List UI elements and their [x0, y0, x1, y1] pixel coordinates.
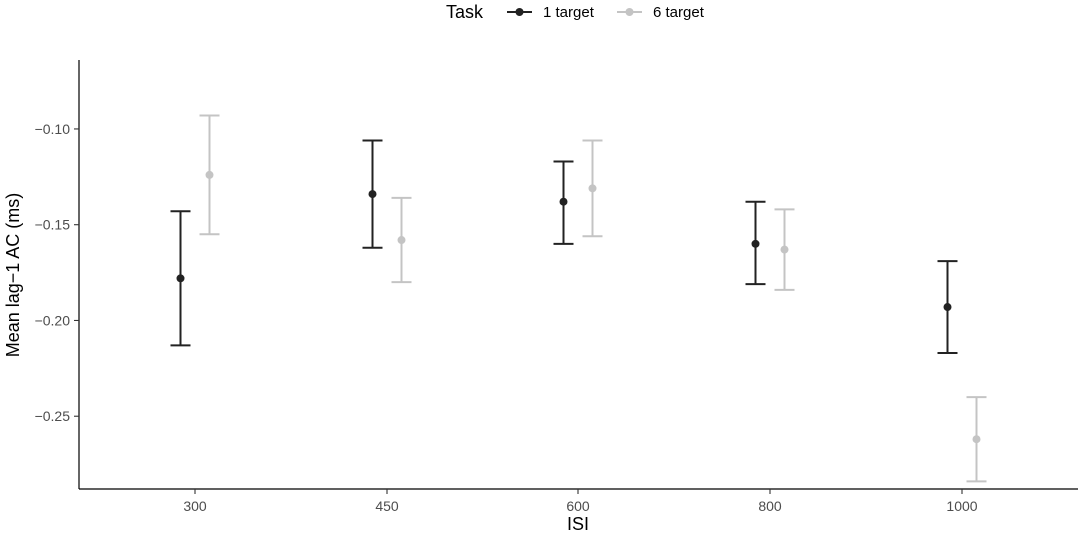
legend: Task 1 target 6 target — [446, 2, 705, 22]
data-point-6-target — [205, 170, 214, 179]
legend-key-1-target — [507, 8, 532, 16]
errorbar-6-target — [199, 114, 220, 236]
errorbar-6-target — [391, 196, 412, 284]
data-point-6-target — [397, 236, 406, 245]
data-point-1-target — [751, 239, 760, 248]
data-marks — [170, 114, 987, 483]
errorbar-1-target — [362, 139, 383, 249]
x-ticks: 300 450 600 800 1000 — [183, 489, 978, 514]
data-point-1-target — [176, 274, 185, 283]
data-point-1-target — [368, 190, 377, 199]
y-tick-label: −0.10 — [35, 121, 71, 137]
data-point-1-target — [943, 303, 952, 312]
x-tick-label: 300 — [183, 498, 207, 514]
errorbar-1-target — [937, 260, 958, 355]
x-tick-label: 1000 — [946, 498, 977, 514]
errorbar-6-target — [774, 208, 795, 291]
errorbar-6-target — [966, 396, 987, 483]
legend-label-6-target: 6 target — [653, 4, 705, 21]
y-tick-label: −0.25 — [35, 408, 71, 424]
x-tick-label: 600 — [566, 498, 590, 514]
data-point-6-target — [588, 184, 597, 193]
legend-label-1-target: 1 target — [543, 4, 595, 21]
data-point-1-target — [559, 197, 568, 206]
errorbar-6-target — [582, 139, 603, 238]
errorbar-1-target — [553, 160, 574, 245]
data-point-6-target — [972, 435, 981, 444]
legend-title: Task — [446, 2, 484, 22]
data-point-6-target — [780, 245, 789, 254]
x-tick-label: 800 — [758, 498, 782, 514]
errorbar-1-target — [745, 200, 766, 286]
legend-key-6-target — [617, 8, 642, 16]
y-ticks: −0.10 −0.15 −0.20 −0.25 — [35, 121, 79, 424]
y-axis-title: Mean lag−1 AC (ms) — [3, 193, 23, 358]
y-tick-label: −0.20 — [35, 312, 71, 328]
x-axis-title: ISI — [567, 514, 589, 534]
errorbar-1-target — [170, 210, 191, 347]
x-tick-label: 450 — [375, 498, 399, 514]
y-tick-label: −0.15 — [35, 217, 71, 233]
